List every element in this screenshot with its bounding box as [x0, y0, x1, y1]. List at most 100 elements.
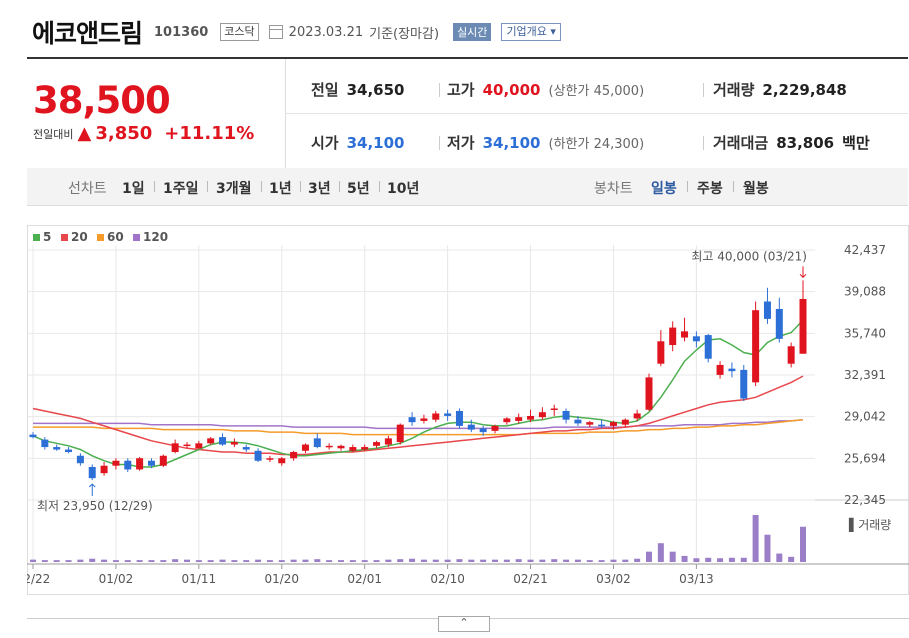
period-1y[interactable]: 1년	[269, 181, 292, 197]
volume-bar	[717, 558, 724, 562]
period-weekly[interactable]: 주봉	[697, 181, 723, 197]
volume-bar	[266, 560, 273, 562]
legend-swatch	[97, 234, 104, 241]
prev-value: 34,650	[346, 81, 405, 99]
ma60-line	[33, 418, 804, 436]
low-label: 저가	[447, 134, 475, 152]
current-price: 38,500	[33, 79, 171, 122]
change-label: 전일대비	[33, 127, 74, 141]
volume-bar	[243, 560, 250, 562]
annotations: 최고 40,000 (03/21) 최저 23,950 (12/29)	[37, 249, 807, 513]
chevron-down-icon: ▾	[550, 25, 556, 38]
volume-bar	[255, 559, 262, 562]
candle-up	[550, 408, 558, 410]
candle-up	[195, 443, 203, 449]
candle-down	[740, 369, 748, 399]
y-tick-label: 35,740	[844, 326, 886, 340]
amount-unit: 백만	[842, 134, 870, 152]
company-info-label: 기업개요	[506, 25, 547, 38]
x-axis: 12/22 01/02 01/11 01/20 02/01 02/10 02/21 03/02…	[16, 572, 714, 586]
candle-down	[147, 460, 155, 466]
volume-bar	[278, 560, 285, 562]
volume-bar	[30, 559, 36, 562]
divider	[733, 181, 734, 192]
candle-down	[479, 428, 487, 433]
low-arrow-icon	[88, 483, 96, 497]
volume-bar	[397, 559, 404, 562]
y-tick-label: 42,437	[844, 243, 886, 257]
candle-up	[586, 422, 594, 425]
volume-bar	[563, 559, 570, 562]
volume-label: 거래량	[713, 81, 755, 99]
volume-bar	[527, 559, 534, 562]
lower-limit: (하한가 24,300)	[548, 137, 645, 152]
high-arrow-icon	[799, 266, 807, 279]
candle-up	[384, 438, 392, 445]
period-3y[interactable]: 3년	[308, 181, 331, 197]
candle-up	[396, 424, 404, 443]
volume-bar	[681, 555, 688, 562]
volume-bar	[207, 560, 214, 562]
chart-svg: ▌거래량 42,437 39,088 35,740 32,391 29,042 25,69…	[16, 225, 909, 595]
quote-basis: 기준(장마감)	[369, 26, 440, 42]
candle-down	[124, 460, 132, 470]
period-bar: 선차트 1일 1주일 3개월 1년 3년 5년 10년 봉차트 일봉 주봉 월봉	[27, 168, 908, 206]
divider	[300, 181, 301, 192]
volume-bar	[326, 560, 333, 562]
period-10y[interactable]: 10년	[387, 181, 420, 197]
divider	[703, 136, 704, 150]
volume-bar	[503, 559, 510, 562]
volume-bar	[231, 560, 238, 562]
candle-up	[159, 455, 167, 466]
period-monthly[interactable]: 월봉	[743, 181, 769, 197]
legend-label: 5	[43, 230, 51, 244]
prev-label: 전일	[311, 81, 339, 99]
divider	[261, 181, 262, 192]
candle-up	[183, 444, 191, 447]
row-divider	[285, 113, 908, 114]
candle-up	[230, 442, 238, 445]
period-3m[interactable]: 3개월	[216, 181, 252, 197]
volume-bar	[373, 560, 380, 562]
candle-down	[219, 437, 227, 445]
chart-frame	[27, 225, 909, 595]
volume-bar	[764, 534, 771, 562]
realtime-button[interactable]: 실시간	[453, 23, 492, 41]
x-tick-label: 01/20	[264, 572, 299, 586]
candle-chart-label: 봉차트	[594, 181, 633, 197]
volume-bar	[420, 559, 427, 562]
period-1w[interactable]: 1주일	[163, 181, 199, 197]
price-chart: ▌거래량 42,437 39,088 35,740 32,391 29,042 25,69…	[16, 225, 909, 595]
volume-bar	[77, 559, 84, 562]
x-tick-label: 01/02	[99, 572, 134, 586]
x-tick-label: 03/13	[679, 572, 714, 586]
change-percent: +11.11%	[164, 123, 255, 144]
stock-code: 101360	[154, 24, 209, 40]
volume-bar	[112, 560, 119, 562]
candle-up	[361, 447, 369, 450]
volume-bar	[551, 559, 558, 562]
volume-bar	[160, 560, 167, 562]
candle-up	[669, 327, 677, 346]
volume-bar	[776, 553, 783, 562]
company-info-button[interactable]: 기업개요 ▾	[501, 23, 561, 41]
volume-bar	[89, 558, 96, 562]
company-name: 에코앤드림	[32, 19, 143, 48]
candle-up	[278, 458, 286, 464]
title-row: 에코앤드림 101360 코스닥 2023.03.21 기준(장마감) 실시간 …	[32, 14, 561, 50]
candle-down	[88, 466, 96, 479]
volume-bar	[728, 557, 735, 562]
period-5y[interactable]: 5년	[347, 181, 370, 197]
volume-bar	[302, 559, 309, 562]
x-tick-label: 01/11	[182, 572, 217, 586]
candle-up	[515, 417, 523, 421]
candle-down	[704, 335, 712, 359]
candle-up	[349, 447, 357, 451]
divider	[207, 181, 208, 192]
collapse-button[interactable]: ⌃	[438, 616, 490, 632]
candle-down	[574, 419, 582, 424]
candle-down	[242, 447, 250, 450]
period-1d[interactable]: 1일	[122, 181, 145, 197]
period-daily[interactable]: 일봉	[651, 181, 677, 197]
volume-bar	[669, 551, 676, 562]
